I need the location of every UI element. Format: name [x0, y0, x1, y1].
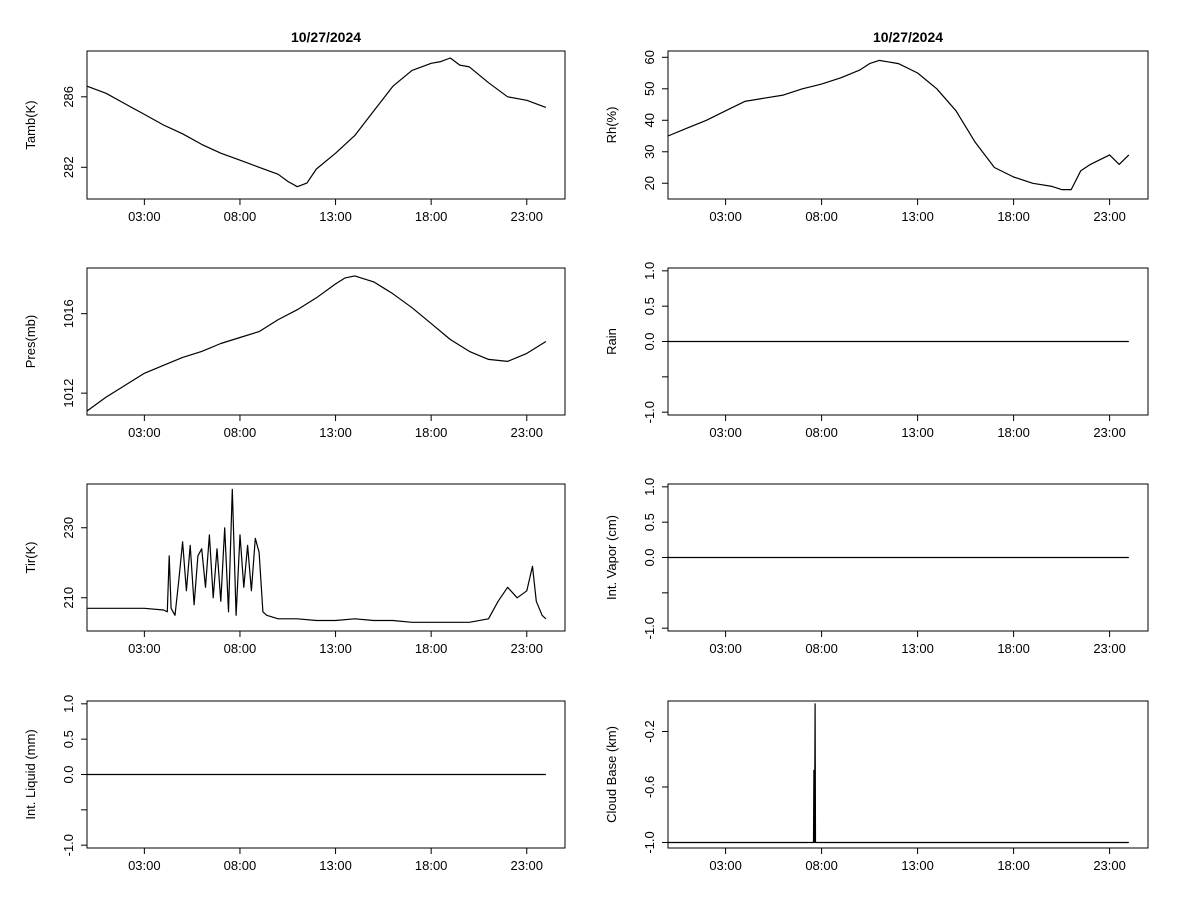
- x-tick-label: 13:00: [901, 858, 934, 873]
- y-tick-label: 50: [642, 82, 657, 96]
- panel-tamb: 10/27/2024 03:00 08:00 13:00 18:00 23:00 282 28…: [23, 29, 566, 224]
- x-tick-label: 03:00: [128, 641, 161, 656]
- x-tick-label: 08:00: [224, 641, 257, 656]
- y-axis-label: Cloud Base (km): [604, 726, 619, 823]
- y-tick-label: -0.6: [642, 776, 657, 798]
- y-axis-label: Int. Liquid (mm): [23, 729, 38, 819]
- y-tick-label: 1.0: [61, 695, 76, 713]
- y-axis-label: Tir(K): [23, 541, 38, 573]
- x-tick-label: 03:00: [128, 858, 161, 873]
- panel-vapor: 03:00 08:00 13:00 18:00 23:00 -1.0 0.0 0.5 1.0 In…: [604, 478, 1149, 656]
- x-tick-label: 23:00: [1093, 209, 1126, 224]
- x-tick-label: 23:00: [1093, 641, 1126, 656]
- chart-title: 10/27/2024: [291, 29, 361, 45]
- y-tick-label: 0.5: [61, 730, 76, 748]
- y-tick-label: -0.2: [642, 720, 657, 742]
- panel-cloudbase: 03:00 08:00 13:00 18:00 23:00 -1.0 -0.6 -0.2 Clo…: [604, 700, 1149, 873]
- x-tick-label: 13:00: [319, 641, 352, 656]
- y-tick-label: 0.5: [642, 297, 657, 315]
- x-tick-label: 03:00: [709, 209, 742, 224]
- y-tick-label: 0.0: [642, 332, 657, 350]
- series-line: [667, 59, 1130, 191]
- x-tick-label: 08:00: [224, 209, 257, 224]
- y-axis-label: Tamb(K): [23, 100, 38, 149]
- x-tick-label: 13:00: [319, 425, 352, 440]
- y-tick-label: 0.0: [61, 765, 76, 783]
- x-tick-label: 18:00: [415, 858, 448, 873]
- y-tick-label: 0.0: [642, 548, 657, 566]
- series-line: [668, 703, 1129, 844]
- x-tick-label: 18:00: [997, 209, 1030, 224]
- x-tick-label: 08:00: [224, 425, 257, 440]
- y-tick-label: 230: [61, 517, 76, 539]
- panel-tir: 03:00 08:00 13:00 18:00 23:00 210 230 Tir(K): [23, 483, 566, 656]
- x-tick-label: 03:00: [709, 858, 742, 873]
- y-tick-label: 0.5: [642, 513, 657, 531]
- plot-frame: [86, 50, 566, 200]
- y-tick-label: -1.0: [61, 834, 76, 856]
- series-line: [86, 57, 547, 188]
- plot-frame: [86, 483, 566, 632]
- y-tick-label: 30: [642, 145, 657, 159]
- plot-frame: [667, 50, 1149, 200]
- y-tick-label: -1.0: [642, 617, 657, 639]
- x-tick-label: 13:00: [901, 641, 934, 656]
- panel-pres: 03:00 08:00 13:00 18:00 23:00 1012 1016 Pres(mb…: [23, 267, 566, 440]
- y-tick-label: 20: [642, 176, 657, 190]
- x-tick-label: 23:00: [510, 425, 543, 440]
- x-tick-label: 13:00: [319, 209, 352, 224]
- y-axis-label: Rain: [604, 328, 619, 355]
- y-tick-label: 1016: [61, 299, 76, 328]
- x-tick-label: 08:00: [805, 425, 838, 440]
- x-tick-label: 23:00: [1093, 858, 1126, 873]
- x-tick-label: 08:00: [805, 858, 838, 873]
- x-tick-label: 03:00: [709, 641, 742, 656]
- x-tick-label: 23:00: [510, 641, 543, 656]
- x-tick-label: 18:00: [997, 641, 1030, 656]
- x-tick-label: 23:00: [1093, 425, 1126, 440]
- panel-rh: 10/27/2024 03:00 08:00 13:00 18:00 23:00 20 30 4…: [604, 29, 1149, 224]
- y-tick-label: 1012: [61, 379, 76, 408]
- plot-frame: [667, 700, 1149, 849]
- x-tick-label: 08:00: [805, 641, 838, 656]
- y-tick-label: 60: [642, 50, 657, 64]
- panel-rain: 03:00 08:00 13:00 18:00 23:00 -1.0 0.0 0.5 1.0 Ra…: [604, 262, 1149, 440]
- plot-frame: [86, 267, 566, 416]
- panel-liquid: 03:00 08:00 13:00 18:00 23:00 -1.0 0.0 0.5 1.0 In…: [23, 695, 566, 873]
- x-tick-label: 18:00: [997, 858, 1030, 873]
- x-tick-label: 18:00: [415, 209, 448, 224]
- x-tick-label: 18:00: [415, 425, 448, 440]
- x-tick-label: 08:00: [224, 858, 257, 873]
- y-tick-label: 1.0: [642, 262, 657, 280]
- y-tick-label: -1.0: [642, 401, 657, 423]
- y-tick-label: 1.0: [642, 478, 657, 496]
- chart-title: 10/27/2024: [873, 29, 943, 45]
- y-axis-label: Int. Vapor (cm): [604, 515, 619, 600]
- series-line: [86, 275, 547, 412]
- x-tick-label: 13:00: [901, 425, 934, 440]
- x-tick-label: 13:00: [901, 209, 934, 224]
- x-tick-label: 03:00: [128, 425, 161, 440]
- y-axis-label: Rh(%): [604, 107, 619, 144]
- y-axis-label: Pres(mb): [23, 315, 38, 368]
- x-tick-label: 18:00: [415, 641, 448, 656]
- x-tick-label: 03:00: [128, 209, 161, 224]
- x-tick-label: 18:00: [997, 425, 1030, 440]
- x-tick-label: 23:00: [510, 858, 543, 873]
- x-tick-label: 13:00: [319, 858, 352, 873]
- y-tick-label: 282: [61, 156, 76, 178]
- y-tick-label: 210: [61, 587, 76, 609]
- x-tick-label: 23:00: [510, 209, 543, 224]
- y-tick-label: 286: [61, 86, 76, 108]
- x-tick-label: 08:00: [805, 209, 838, 224]
- x-tick-label: 03:00: [709, 425, 742, 440]
- series-line: [87, 488, 547, 623]
- y-tick-label: -1.0: [642, 831, 657, 853]
- y-tick-label: 40: [642, 113, 657, 127]
